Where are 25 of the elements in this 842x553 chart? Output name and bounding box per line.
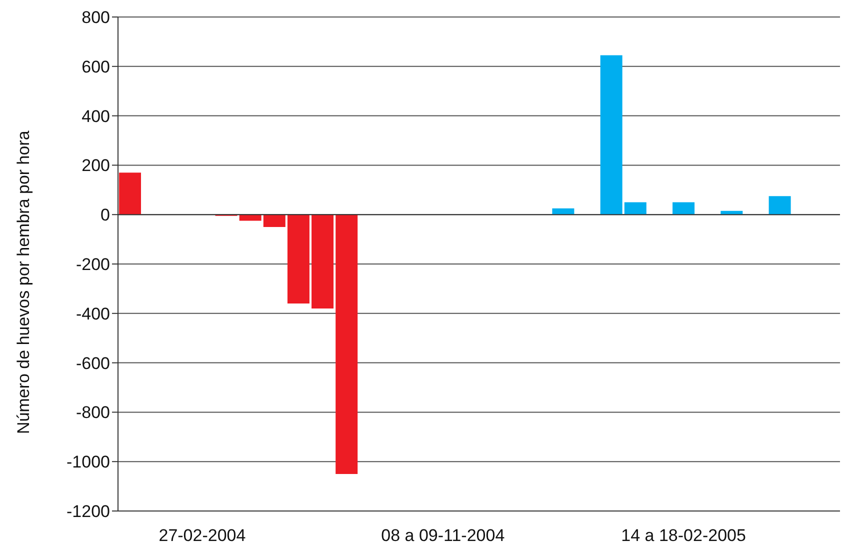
bar (287, 214, 310, 304)
y-tick-label: -600 (76, 354, 110, 373)
y-tick-label: 800 (82, 8, 110, 28)
y-tick-label: -400 (76, 304, 110, 324)
y-tick-label: -200 (76, 255, 110, 274)
x-tick-label: 14 a 18-02-2005 (621, 526, 746, 546)
y-tick-label: 600 (82, 57, 110, 76)
y-tick-label: -1200 (66, 502, 110, 522)
y-tick-label: -800 (76, 403, 110, 422)
x-tick-label: 27-02-2004 (158, 526, 246, 546)
bar (672, 202, 695, 215)
y-axis-title: Número de huevos por hembra por hora (14, 130, 34, 434)
y-tick-label: 0 (100, 206, 110, 225)
y-tick-label: 200 (82, 156, 110, 176)
bar (263, 214, 286, 227)
bar (119, 172, 141, 215)
bar (624, 202, 646, 215)
bar (312, 214, 334, 308)
y-tick-label: -1000 (66, 452, 110, 472)
y-tick-label: 400 (82, 106, 110, 126)
x-tick-label: 08 a 09-11-2004 (381, 526, 505, 546)
bar (600, 55, 622, 215)
bar (239, 214, 262, 221)
bar (336, 214, 358, 474)
bar (768, 196, 791, 215)
